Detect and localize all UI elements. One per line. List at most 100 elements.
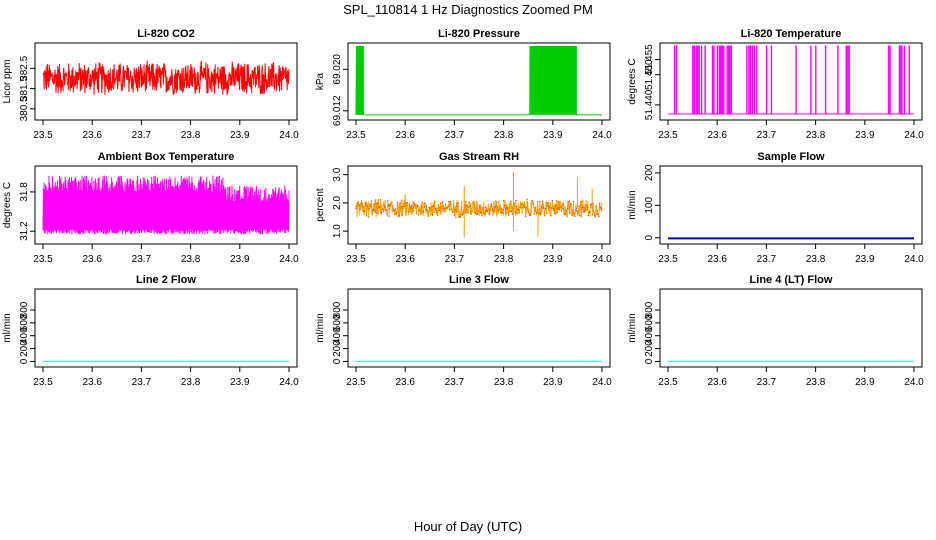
panel-gas-stream-rh-point bbox=[522, 202, 524, 204]
panel-sample-flow-xtick-label: 23.8 bbox=[806, 254, 826, 265]
panel-li-820-co2-xtick-label: 23.6 bbox=[82, 130, 102, 141]
panel-gas-stream-rh-point bbox=[518, 211, 520, 214]
panel-ambient-box-temperature-xtick-label: 23.7 bbox=[132, 254, 152, 265]
panel-ambient-box-temperature-frame bbox=[34, 165, 298, 245]
panel-gas-stream-rh-point bbox=[440, 207, 442, 209]
panel-gas-stream-rh-point bbox=[388, 215, 390, 217]
panel-gas-stream-rh-point bbox=[557, 207, 559, 209]
panel-li-820-temperature: Li-820 Temperature 23.5 23.6 23.7 23.8 23.9 24… bbox=[627, 28, 924, 141]
panel-gas-stream-rh-point bbox=[559, 201, 561, 203]
panel-li-820-co2-data bbox=[42, 60, 290, 96]
panel-gas-stream-rh-ylabel: percent bbox=[315, 188, 326, 222]
panel-gas-stream-rh-point bbox=[413, 202, 416, 205]
panel-gas-stream-rh-point bbox=[436, 214, 439, 217]
panel-gas-stream-rh-point bbox=[389, 208, 391, 210]
panel-gas-stream-rh-point bbox=[418, 210, 420, 212]
panel-gas-stream-rh-point bbox=[436, 207, 438, 209]
panel-gas-stream-rh-point bbox=[593, 215, 596, 217]
panel-gas-stream-rh-point bbox=[464, 204, 466, 206]
panel-li-820-co2-ytick-label: 381.5 bbox=[19, 76, 30, 101]
panel-gas-stream-rh: Gas Stream RH 23.5 23.6 23.7 23.8 23.9 24.0 1.0… bbox=[315, 151, 612, 265]
panel-line-4-lt-flow-ytick-label: 800 bbox=[644, 301, 655, 318]
panel-gas-stream-rh-point bbox=[363, 205, 365, 208]
panel-gas-stream-rh-point bbox=[567, 207, 569, 210]
panel-gas-stream-rh-point bbox=[454, 209, 456, 211]
panel-li-820-pressure-ytick-label: 69.012 bbox=[332, 95, 343, 126]
panel-gas-stream-rh-point bbox=[478, 204, 480, 206]
panel-line-2-flow-ytick-label: 400 bbox=[19, 327, 30, 344]
panel-sample-flow-ytick-label: 0 bbox=[644, 235, 655, 241]
panel-gas-stream-rh-point bbox=[447, 206, 449, 208]
panel-gas-stream-rh-xtick-label: 23.8 bbox=[494, 254, 514, 265]
panel-gas-stream-rh-point bbox=[529, 214, 532, 216]
panel-li-820-temperature-xtick-label: 23.9 bbox=[855, 130, 875, 141]
panel-gas-stream-rh-point bbox=[501, 212, 504, 214]
panel-li-820-co2-xtick-label: 23.8 bbox=[181, 130, 201, 141]
panel-gas-stream-rh-point bbox=[581, 206, 584, 209]
panel-gas-stream-rh-point bbox=[381, 204, 383, 206]
panel-sample-flow-frame bbox=[659, 165, 923, 245]
panel-li-820-temperature-ytick-label: 51.450 bbox=[644, 59, 655, 90]
panel-ambient-box-temperature-ylabel: degrees C bbox=[2, 182, 13, 228]
panel-gas-stream-rh-point bbox=[548, 205, 550, 207]
panel-gas-stream-rh-point bbox=[360, 200, 363, 202]
panel-gas-stream-rh-point bbox=[583, 207, 585, 209]
panel-gas-stream-rh-point bbox=[494, 210, 496, 212]
panel-gas-stream-rh-point bbox=[527, 211, 530, 214]
panel-li-820-co2-xtick-label: 23.5 bbox=[33, 130, 53, 141]
panel-gas-stream-rh-point bbox=[465, 200, 467, 202]
panel-ambient-box-temperature-ytick-label: 31.8 bbox=[19, 182, 30, 202]
panel-gas-stream-rh-point bbox=[494, 206, 497, 208]
panel-gas-stream-rh-point bbox=[475, 213, 477, 215]
panel-gas-stream-rh-point bbox=[368, 207, 371, 210]
panel-gas-stream-rh-point bbox=[375, 202, 378, 205]
panel-gas-stream-rh-point bbox=[408, 213, 410, 216]
panel-gas-stream-rh-point bbox=[365, 215, 368, 217]
panel-li-820-co2-ytick-label: 380.5 bbox=[19, 96, 30, 121]
panel-gas-stream-rh-point bbox=[594, 216, 596, 218]
panel-gas-stream-rh-point bbox=[534, 210, 536, 212]
panel-gas-stream-rh-point bbox=[394, 208, 397, 210]
panel-sample-flow-xtick-label: 23.7 bbox=[757, 254, 777, 265]
panel-gas-stream-rh-point bbox=[574, 215, 576, 218]
panel-gas-stream-rh-point bbox=[484, 213, 486, 215]
panel-line-4-lt-flow-xtick-label: 23.6 bbox=[707, 377, 727, 388]
panel-gas-stream-rh-point bbox=[456, 205, 459, 207]
panel-line-4-lt-flow-xtick-label: 23.5 bbox=[658, 377, 678, 388]
panel-gas-stream-rh-point bbox=[432, 205, 435, 207]
panel-line-3-flow: Line 3 Flow 23.5 23.6 23.7 23.8 23.9 24.0 02004… bbox=[315, 274, 612, 388]
panel-gas-stream-rh-point bbox=[401, 199, 403, 201]
panel-gas-stream-rh-point bbox=[452, 211, 454, 213]
panel-gas-stream-rh-point bbox=[391, 201, 393, 204]
panel-gas-stream-rh-point bbox=[581, 200, 583, 202]
panel-gas-stream-rh-point bbox=[558, 207, 561, 209]
panel-gas-stream-rh-point bbox=[438, 209, 440, 212]
panel-gas-stream-rh-point bbox=[498, 209, 501, 211]
panel-gas-stream-rh-point bbox=[565, 213, 567, 215]
panel-sample-flow-ytick-label: 200 bbox=[644, 164, 655, 181]
panel-gas-stream-rh-point bbox=[481, 215, 483, 217]
panel-gas-stream-rh-point bbox=[541, 205, 543, 207]
panel-line-2-flow: Line 2 Flow 23.5 23.6 23.7 23.8 23.9 24.0 02004… bbox=[2, 274, 299, 388]
panel-gas-stream-rh-point bbox=[427, 210, 429, 212]
panel-gas-stream-rh-point bbox=[482, 212, 485, 214]
panel-gas-stream-rh-point bbox=[538, 212, 540, 215]
panel-gas-stream-rh-point bbox=[441, 205, 443, 208]
panel-gas-stream-rh-point bbox=[534, 207, 537, 209]
panel-gas-stream-rh-point bbox=[506, 206, 508, 209]
panel-gas-stream-rh-point bbox=[415, 204, 417, 206]
panel-li-820-temperature-ytick-label: 51.455 bbox=[644, 44, 655, 75]
panel-gas-stream-rh-point bbox=[536, 211, 538, 213]
panel-gas-stream-rh-point bbox=[477, 213, 479, 215]
panel-gas-stream-rh-point bbox=[528, 214, 530, 216]
panel-gas-stream-rh-point bbox=[377, 199, 380, 201]
panel-gas-stream-rh-point bbox=[530, 211, 532, 213]
panel-gas-stream-rh-point bbox=[462, 213, 464, 215]
panel-line-4-lt-flow-xtick-label: 23.9 bbox=[855, 377, 875, 388]
panel-gas-stream-rh-point bbox=[492, 210, 494, 212]
panel-gas-stream-rh-point bbox=[422, 211, 425, 213]
panel-ambient-box-temperature: Ambient Box Temperature 23.5 23.6 23.7 23.8 2… bbox=[2, 151, 299, 265]
panel-gas-stream-rh-point bbox=[360, 202, 362, 204]
panel-li-820-co2-title: Li-820 CO2 bbox=[137, 28, 194, 40]
panel-line-4-lt-flow-frame bbox=[659, 288, 923, 368]
